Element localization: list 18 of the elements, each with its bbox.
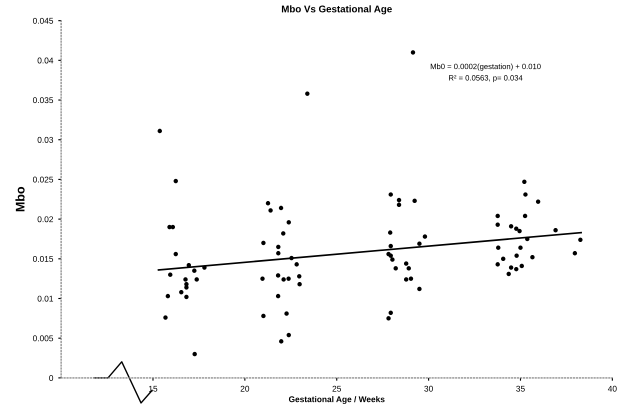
x-tick-label: 40 <box>608 386 617 392</box>
y-tick-label: 0.01 <box>38 296 54 302</box>
y-tick-label: 0.035 <box>32 97 54 104</box>
y-tick-label: 0 <box>49 375 54 381</box>
x-tick-label: 25 <box>332 386 342 392</box>
y-tick-label: 0.02 <box>38 216 54 222</box>
y-tick-label: 0.005 <box>32 335 54 342</box>
y-tick-label: 0.025 <box>32 176 54 183</box>
x-tick-label: 30 <box>424 386 433 392</box>
y-tick-label: 0.045 <box>32 18 54 24</box>
x-tick-label: 35 <box>516 386 525 392</box>
x-axis-title: Gestational Age / Weeks <box>288 396 385 404</box>
y-tick-label: 0.03 <box>38 136 54 143</box>
y-tick-label: 0.015 <box>32 256 54 262</box>
x-tick-label: 20 <box>240 386 250 392</box>
y-tick-label: 0.04 <box>38 58 54 64</box>
chart-title: Mbo Vs Gestational Age <box>282 5 392 14</box>
y-axis-title: Mbo <box>15 186 25 212</box>
